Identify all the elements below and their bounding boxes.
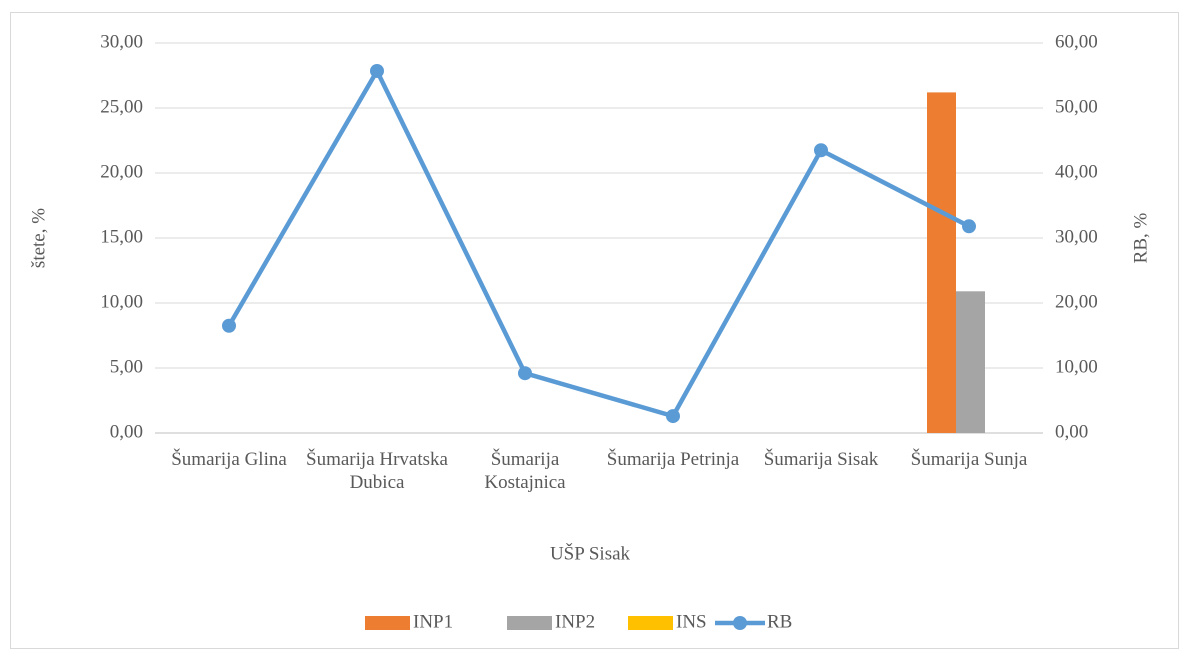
y-axis-title: štete, % bbox=[28, 208, 49, 268]
bar bbox=[956, 291, 985, 433]
point bbox=[222, 318, 236, 333]
x-tick-label: Šumarija Petrinja bbox=[606, 449, 740, 470]
point bbox=[666, 409, 680, 424]
point bbox=[518, 366, 532, 381]
legend-swatch bbox=[365, 616, 410, 630]
line bbox=[227, 68, 971, 419]
y2-tick-label: 20,00 bbox=[1055, 291, 1098, 312]
y-tick-label: 15,00 bbox=[100, 226, 143, 247]
point bbox=[370, 63, 384, 78]
y2-tick-label: 0,00 bbox=[1055, 421, 1088, 442]
y2-axis-title: RB, % bbox=[1130, 212, 1151, 263]
x-tick-label: Šumarija Sisak bbox=[763, 449, 879, 470]
legend-swatch bbox=[628, 616, 673, 630]
point bbox=[962, 219, 976, 234]
bar bbox=[927, 92, 956, 434]
y-tick-label: 5,00 bbox=[110, 356, 143, 377]
legend-swatch bbox=[507, 616, 552, 630]
y2-tick-label: 60,00 bbox=[1055, 31, 1098, 52]
legend-label: INS bbox=[676, 611, 707, 632]
y-tick-label: 0,00 bbox=[110, 421, 143, 442]
x-axis-title: UŠP Sisak bbox=[550, 542, 631, 564]
legend-label: INP1 bbox=[413, 611, 453, 632]
y2-tick-label: 40,00 bbox=[1055, 161, 1098, 182]
y2-tick-label: 30,00 bbox=[1055, 226, 1098, 247]
y-tick-label: 30,00 bbox=[100, 31, 143, 52]
y-tick-label: 25,00 bbox=[100, 96, 143, 117]
x-tick-label: Šumarija Sunja bbox=[910, 449, 1028, 470]
legend-label: RB bbox=[767, 611, 792, 632]
y-tick-label: 10,00 bbox=[100, 291, 143, 312]
x-tick-label: Šumarija Hrvatska Dubica bbox=[306, 449, 448, 493]
y-tick-label: 20,00 bbox=[100, 161, 143, 182]
x-tick-label: Šumarija Kostajnica bbox=[484, 449, 566, 493]
x-tick-label: Šumarija Glina bbox=[171, 449, 287, 470]
legend-label: INP2 bbox=[555, 611, 595, 632]
point bbox=[814, 143, 828, 158]
legend-marker bbox=[733, 616, 747, 630]
y2-tick-label: 50,00 bbox=[1055, 96, 1098, 117]
y2-tick-label: 10,00 bbox=[1055, 356, 1098, 377]
